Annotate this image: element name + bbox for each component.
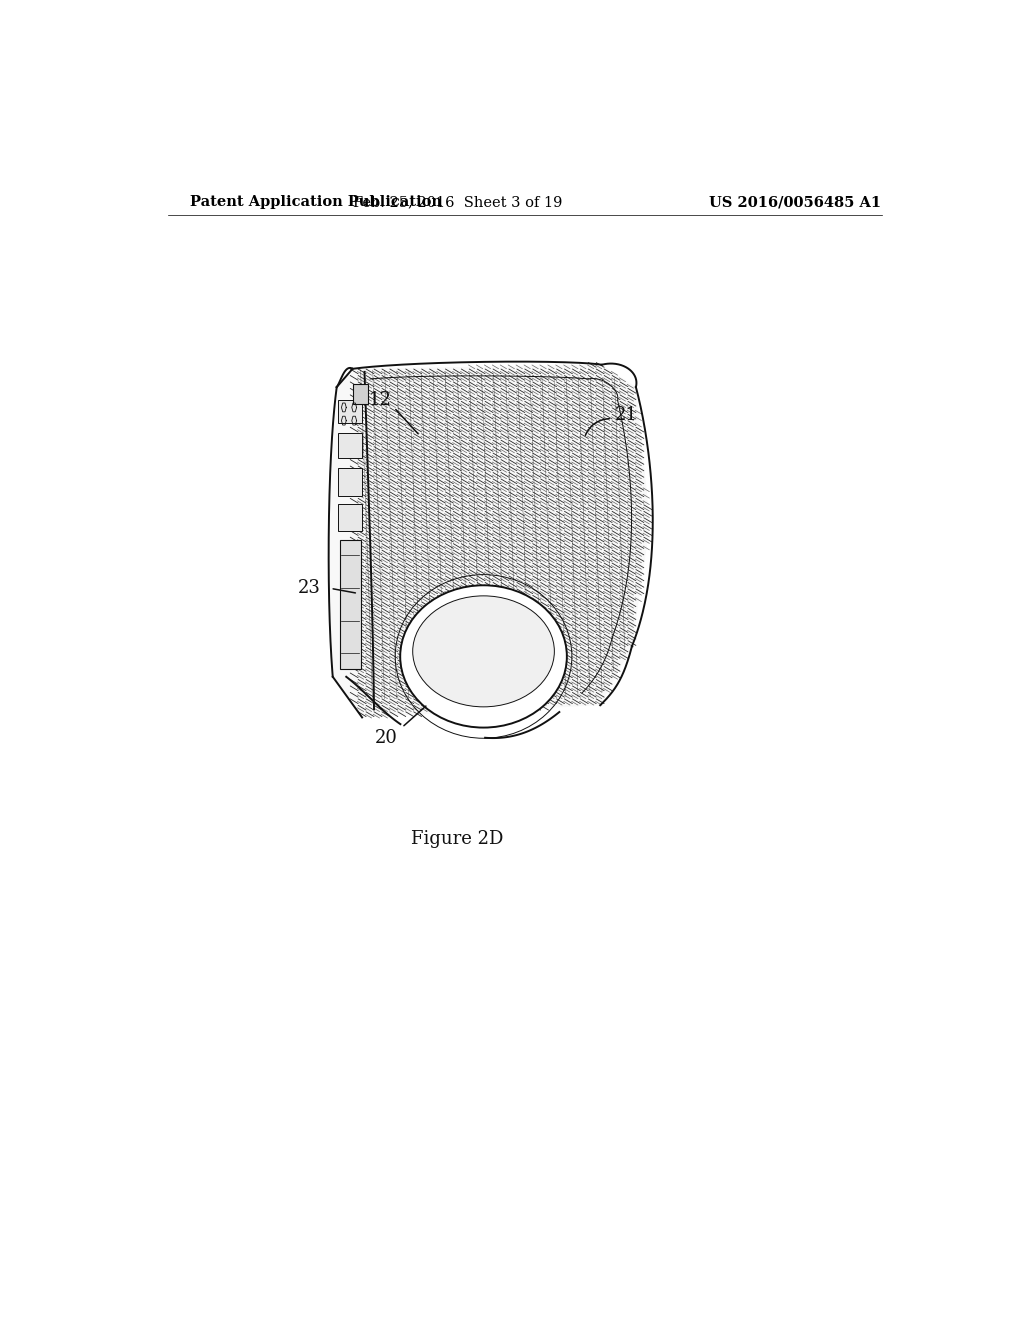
Ellipse shape: [400, 585, 567, 727]
Polygon shape: [340, 540, 360, 669]
Polygon shape: [338, 400, 362, 422]
Polygon shape: [352, 384, 369, 404]
Polygon shape: [328, 364, 650, 718]
Text: 20: 20: [375, 729, 397, 747]
Polygon shape: [338, 433, 362, 458]
Text: 21: 21: [615, 405, 638, 424]
Text: 12: 12: [369, 391, 392, 409]
Polygon shape: [338, 469, 362, 496]
Text: Figure 2D: Figure 2D: [412, 830, 504, 849]
Text: Patent Application Publication: Patent Application Publication: [189, 195, 442, 209]
Text: 23: 23: [298, 579, 321, 598]
Ellipse shape: [413, 595, 554, 706]
Text: US 2016/0056485 A1: US 2016/0056485 A1: [709, 195, 881, 209]
Polygon shape: [338, 504, 362, 532]
Text: Feb. 25, 2016  Sheet 3 of 19: Feb. 25, 2016 Sheet 3 of 19: [352, 195, 562, 209]
